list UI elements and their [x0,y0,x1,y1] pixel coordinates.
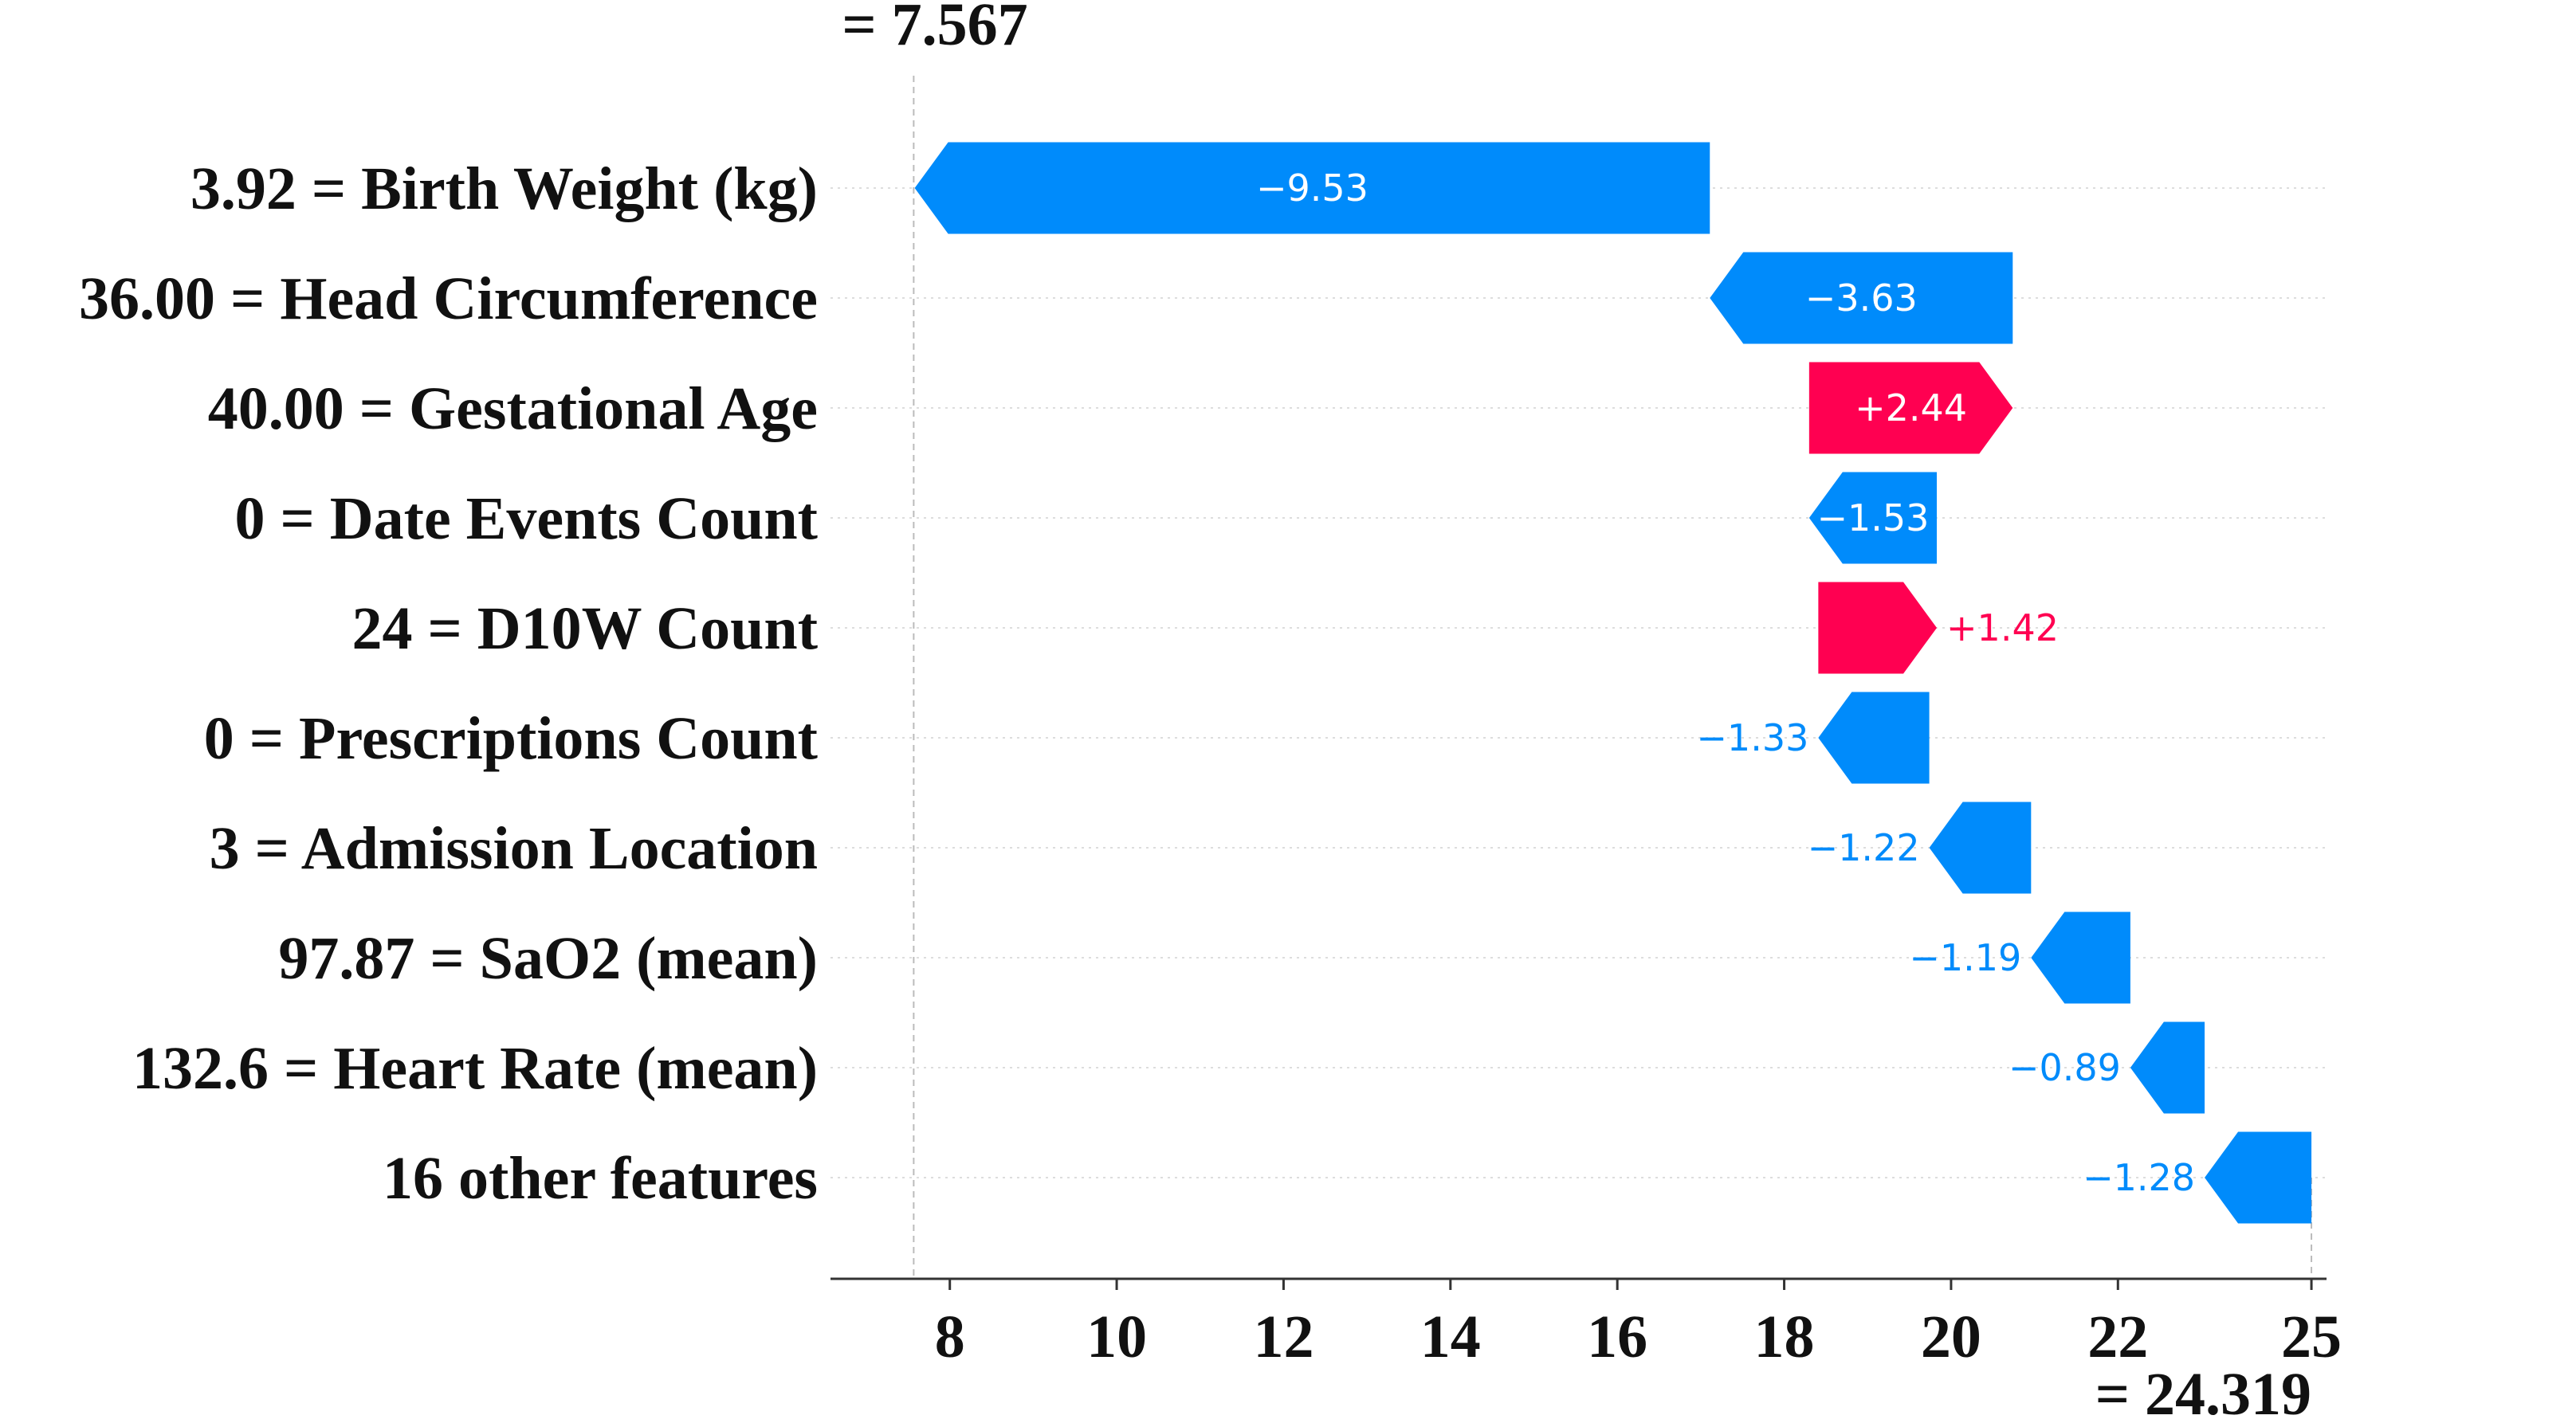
x-tick-label: 25 [2281,1304,2342,1370]
feature-label: 0 = Date Events Count [234,485,818,552]
bar [1818,582,1938,674]
value-label: −0.89 [2009,1046,2121,1089]
bar [1808,362,2013,454]
value-label: −3.63 [1805,276,1918,320]
bar [2031,911,2130,1004]
bar [1818,692,1930,784]
feature-label: 16 other features [383,1145,818,1212]
bar [1929,802,2032,894]
value-label: +1.42 [1946,606,2059,649]
feature-label: 40.00 = Gestational Age [208,375,818,442]
x-tick-label: 10 [1086,1304,1147,1370]
x-tick-label: 16 [1587,1304,1647,1370]
value-label: −9.53 [1256,167,1368,210]
bar [914,142,1710,234]
feature-label: 3 = Admission Location [210,815,818,882]
bar [2130,1021,2205,1114]
feature-label: 132.6 = Heart Rate (mean) [132,1035,818,1102]
bar [2205,1131,2312,1224]
x-tick-label: 8 [935,1304,965,1370]
feature-label: 97.87 = SaO2 (mean) [278,925,818,992]
x-tick-label: 12 [1253,1304,1314,1370]
bar [1710,252,2013,344]
output-label: = 7.567 [842,0,1027,58]
feature-label: 3.92 = Birth Weight (kg) [190,155,818,222]
value-label: −1.53 [1816,496,1929,539]
bar [1808,472,1938,564]
value-label: −1.19 [1909,936,2021,979]
x-tick-label: 18 [1754,1304,1815,1370]
feature-label: 36.00 = Head Circumference [79,265,818,332]
x-tick-label: 14 [1420,1304,1481,1370]
x-tick-label: 22 [2087,1304,2148,1370]
value-label: −1.33 [1696,716,1808,759]
value-label: +2.44 [1855,386,1967,429]
x-tick-label: 20 [1921,1304,1981,1370]
base-label: = 24.319 [2095,1361,2311,1427]
feature-label: 0 = Prescriptions Count [204,705,818,772]
value-label: −1.28 [2083,1156,2195,1199]
value-label: −1.22 [1808,826,1920,869]
feature-label: 24 = D10W Count [351,595,818,662]
